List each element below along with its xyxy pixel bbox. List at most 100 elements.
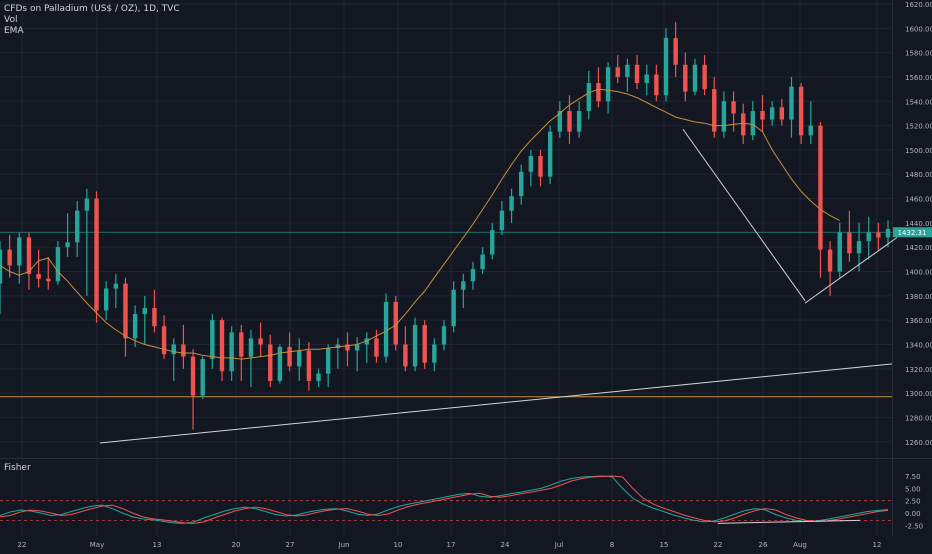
bar-body	[625, 64, 630, 77]
time-tick-label: 24	[501, 541, 510, 549]
time-tick-label: 17	[447, 541, 456, 549]
ohlc-bar	[161, 315, 167, 360]
time-tick-label: 26	[759, 541, 768, 549]
bar-body	[316, 373, 321, 381]
bar-body	[808, 125, 813, 136]
ohlc-bar	[808, 101, 813, 144]
ohlc-bar	[75, 200, 80, 257]
ohlc-bar	[229, 326, 234, 381]
bar-body	[84, 198, 90, 211]
fisher-trendline	[717, 519, 861, 524]
ohlc-bar	[615, 55, 620, 84]
fisher-tick-label: -2.50	[905, 522, 923, 530]
downtrend-line	[682, 128, 806, 301]
ohlc-bar	[181, 325, 186, 369]
ohlc-bar	[335, 338, 341, 369]
time-tick-label: 12	[873, 541, 882, 549]
bar-body	[441, 326, 447, 345]
last-price-badge	[893, 227, 932, 238]
time-tick-label: May	[90, 541, 104, 549]
price-tick-label: 1400.00	[905, 269, 932, 277]
ohlc-bar	[142, 295, 147, 345]
bar-body	[663, 38, 669, 96]
ohlc-bar	[65, 213, 70, 257]
price-tick-label: 1520.00	[905, 123, 932, 131]
bar-body	[36, 273, 41, 279]
price-tick-label: 1300.00	[905, 390, 932, 398]
fisher-series-line	[0, 475, 889, 524]
time-tick-label: 27	[286, 541, 295, 549]
bar-body	[219, 320, 225, 372]
bar-body	[412, 325, 418, 367]
fisher-tick-label: 7.50	[905, 473, 921, 481]
ohlc-bar	[422, 320, 427, 369]
ohlc-bar	[586, 70, 591, 120]
bar-body	[393, 301, 398, 345]
ohlc-bar	[36, 249, 41, 288]
price-tick-label: 1620.00	[905, 1, 932, 9]
bar-body	[383, 301, 389, 357]
ohlc-bar	[596, 67, 601, 108]
symbol-title: CFDs on Palladium (US$ / OZ), 1D, TVC	[4, 4, 180, 14]
ohlc-bar	[277, 344, 283, 384]
price-tick-label: 1340.00	[905, 341, 932, 349]
time-tick-label: 10	[394, 541, 403, 549]
ohlc-bar	[509, 188, 514, 223]
bar-body	[741, 113, 746, 136]
ema-line	[0, 88, 840, 360]
bar-body	[798, 86, 804, 136]
bar-body	[692, 64, 698, 92]
bar-body	[132, 314, 138, 339]
bar-body	[239, 332, 244, 357]
price-tick-label: 1420.00	[905, 244, 932, 252]
price-tick-label: 1360.00	[905, 317, 932, 325]
price-tick-label: 1260.00	[905, 439, 932, 447]
bar-body	[268, 344, 273, 381]
ohlc-bar	[654, 64, 659, 102]
ohlc-bar	[393, 295, 398, 351]
ohlc-bar	[412, 317, 418, 372]
ohlc-bar	[692, 58, 698, 96]
ema-line-group	[0, 88, 840, 360]
time-tick-label: Jul	[554, 541, 564, 549]
vol-label: Vol	[4, 15, 18, 25]
ohlc-bar	[132, 305, 138, 347]
bar-body	[142, 308, 147, 315]
bar-body	[683, 64, 688, 92]
ohlc-bar	[856, 222, 862, 272]
fisher-title: Fisher	[4, 463, 31, 473]
ohlc-bar	[403, 326, 408, 372]
ohlc-bar	[123, 277, 128, 357]
ohlc-bar	[171, 338, 176, 381]
price-tick-label: 1380.00	[905, 293, 932, 301]
bar-body	[297, 350, 302, 367]
bar-body	[335, 344, 341, 349]
ohlc-bar	[702, 55, 707, 96]
bar-body	[432, 344, 437, 363]
ohlc-bar	[383, 293, 389, 363]
bar-body	[345, 344, 350, 351]
bar-body	[7, 249, 12, 266]
ohlc-bar	[26, 232, 32, 290]
ohlc-bar	[634, 55, 640, 90]
ohlc-bar	[470, 261, 476, 290]
ohlc-bar	[17, 232, 22, 284]
ohlc-bar	[837, 222, 842, 278]
ohlc-bar	[451, 281, 456, 333]
bar-body	[123, 283, 128, 339]
bar-body	[673, 38, 678, 65]
ohlc-bar	[268, 334, 273, 388]
ohlc-bar	[258, 322, 263, 357]
bar-body	[113, 283, 119, 289]
bar-body	[866, 232, 871, 242]
price-tick-label: 1500.00	[905, 147, 932, 155]
ema-label: EMA	[4, 26, 24, 36]
price-tick-label: 1320.00	[905, 366, 932, 374]
bar-body	[876, 232, 881, 238]
price-tick-label: 1440.00	[905, 220, 932, 228]
bar-body	[576, 111, 582, 132]
ohlc-bar	[239, 325, 244, 381]
fisher-tick-label: 5.00	[905, 485, 921, 493]
bar-body	[509, 196, 514, 211]
